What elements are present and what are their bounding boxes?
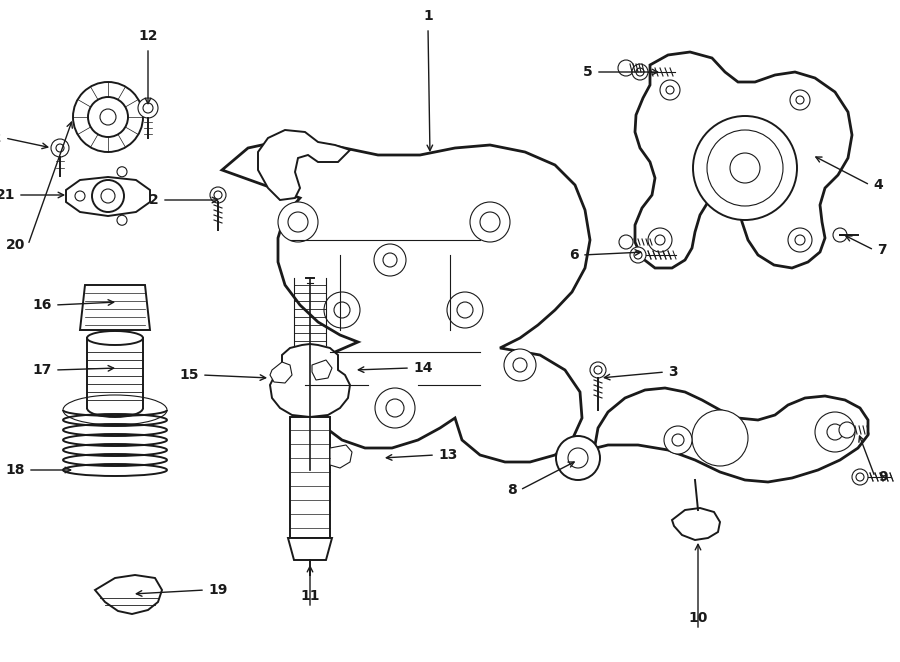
Circle shape	[619, 235, 633, 249]
Text: 22: 22	[0, 131, 2, 145]
Circle shape	[568, 448, 588, 468]
Circle shape	[288, 212, 308, 232]
Text: 7: 7	[877, 243, 886, 257]
Circle shape	[214, 191, 222, 199]
Circle shape	[788, 228, 812, 252]
Circle shape	[660, 80, 680, 100]
Polygon shape	[258, 130, 350, 200]
Circle shape	[594, 366, 602, 374]
Circle shape	[730, 153, 760, 183]
Text: 11: 11	[301, 589, 320, 603]
Circle shape	[648, 228, 672, 252]
Circle shape	[75, 191, 85, 201]
Circle shape	[375, 388, 415, 428]
Circle shape	[138, 98, 158, 118]
Circle shape	[618, 60, 634, 76]
Text: 8: 8	[508, 483, 517, 497]
Circle shape	[374, 244, 406, 276]
Circle shape	[383, 253, 397, 267]
Circle shape	[457, 302, 473, 318]
Circle shape	[324, 292, 360, 328]
Text: 1: 1	[423, 9, 433, 23]
Circle shape	[630, 247, 646, 263]
Text: 9: 9	[878, 470, 887, 484]
Polygon shape	[312, 360, 332, 380]
Text: 18: 18	[5, 463, 25, 477]
Circle shape	[666, 86, 674, 94]
Text: 21: 21	[0, 188, 15, 202]
Circle shape	[51, 139, 69, 157]
Circle shape	[815, 412, 855, 452]
Circle shape	[839, 422, 855, 438]
Circle shape	[664, 426, 692, 454]
Circle shape	[278, 202, 318, 242]
Circle shape	[117, 167, 127, 177]
Text: 17: 17	[32, 363, 52, 377]
Text: 13: 13	[438, 448, 457, 462]
Circle shape	[143, 103, 153, 113]
Polygon shape	[95, 575, 162, 614]
Circle shape	[513, 358, 527, 372]
Text: 15: 15	[179, 368, 199, 382]
Circle shape	[693, 116, 797, 220]
Circle shape	[795, 235, 805, 245]
Text: 10: 10	[688, 611, 707, 625]
Circle shape	[636, 68, 644, 76]
Text: 4: 4	[873, 178, 883, 192]
Circle shape	[210, 187, 226, 203]
Circle shape	[856, 473, 864, 481]
Circle shape	[634, 251, 642, 259]
Circle shape	[707, 130, 783, 206]
Polygon shape	[80, 285, 150, 330]
Polygon shape	[330, 445, 352, 468]
Circle shape	[100, 109, 116, 125]
Text: 20: 20	[5, 238, 25, 252]
Polygon shape	[66, 177, 150, 216]
Text: 14: 14	[413, 361, 433, 375]
Text: 16: 16	[32, 298, 52, 312]
Circle shape	[73, 82, 143, 152]
Circle shape	[632, 64, 648, 80]
Circle shape	[92, 180, 124, 212]
Circle shape	[101, 189, 115, 203]
Circle shape	[386, 399, 404, 417]
Text: 12: 12	[139, 29, 158, 43]
Circle shape	[504, 349, 536, 381]
Polygon shape	[560, 388, 868, 482]
Polygon shape	[270, 362, 292, 383]
Circle shape	[334, 302, 350, 318]
Polygon shape	[222, 140, 590, 462]
Text: 19: 19	[208, 583, 228, 597]
Circle shape	[88, 97, 128, 137]
Circle shape	[117, 215, 127, 225]
Circle shape	[833, 228, 847, 242]
Circle shape	[796, 96, 804, 104]
Polygon shape	[270, 344, 350, 417]
Circle shape	[655, 235, 665, 245]
Circle shape	[470, 202, 510, 242]
Polygon shape	[288, 538, 332, 560]
Circle shape	[852, 469, 868, 485]
Polygon shape	[672, 508, 720, 540]
Polygon shape	[635, 52, 852, 268]
Circle shape	[556, 436, 600, 480]
Circle shape	[790, 90, 810, 110]
Polygon shape	[290, 417, 330, 538]
Text: 2: 2	[149, 193, 159, 207]
Circle shape	[834, 229, 846, 241]
Circle shape	[590, 362, 606, 378]
Circle shape	[447, 292, 483, 328]
Circle shape	[56, 144, 64, 152]
Circle shape	[480, 212, 500, 232]
Circle shape	[672, 434, 684, 446]
Text: 5: 5	[583, 65, 593, 79]
Text: 3: 3	[668, 365, 678, 379]
Text: 6: 6	[570, 248, 579, 262]
Circle shape	[827, 424, 843, 440]
Circle shape	[692, 410, 748, 466]
